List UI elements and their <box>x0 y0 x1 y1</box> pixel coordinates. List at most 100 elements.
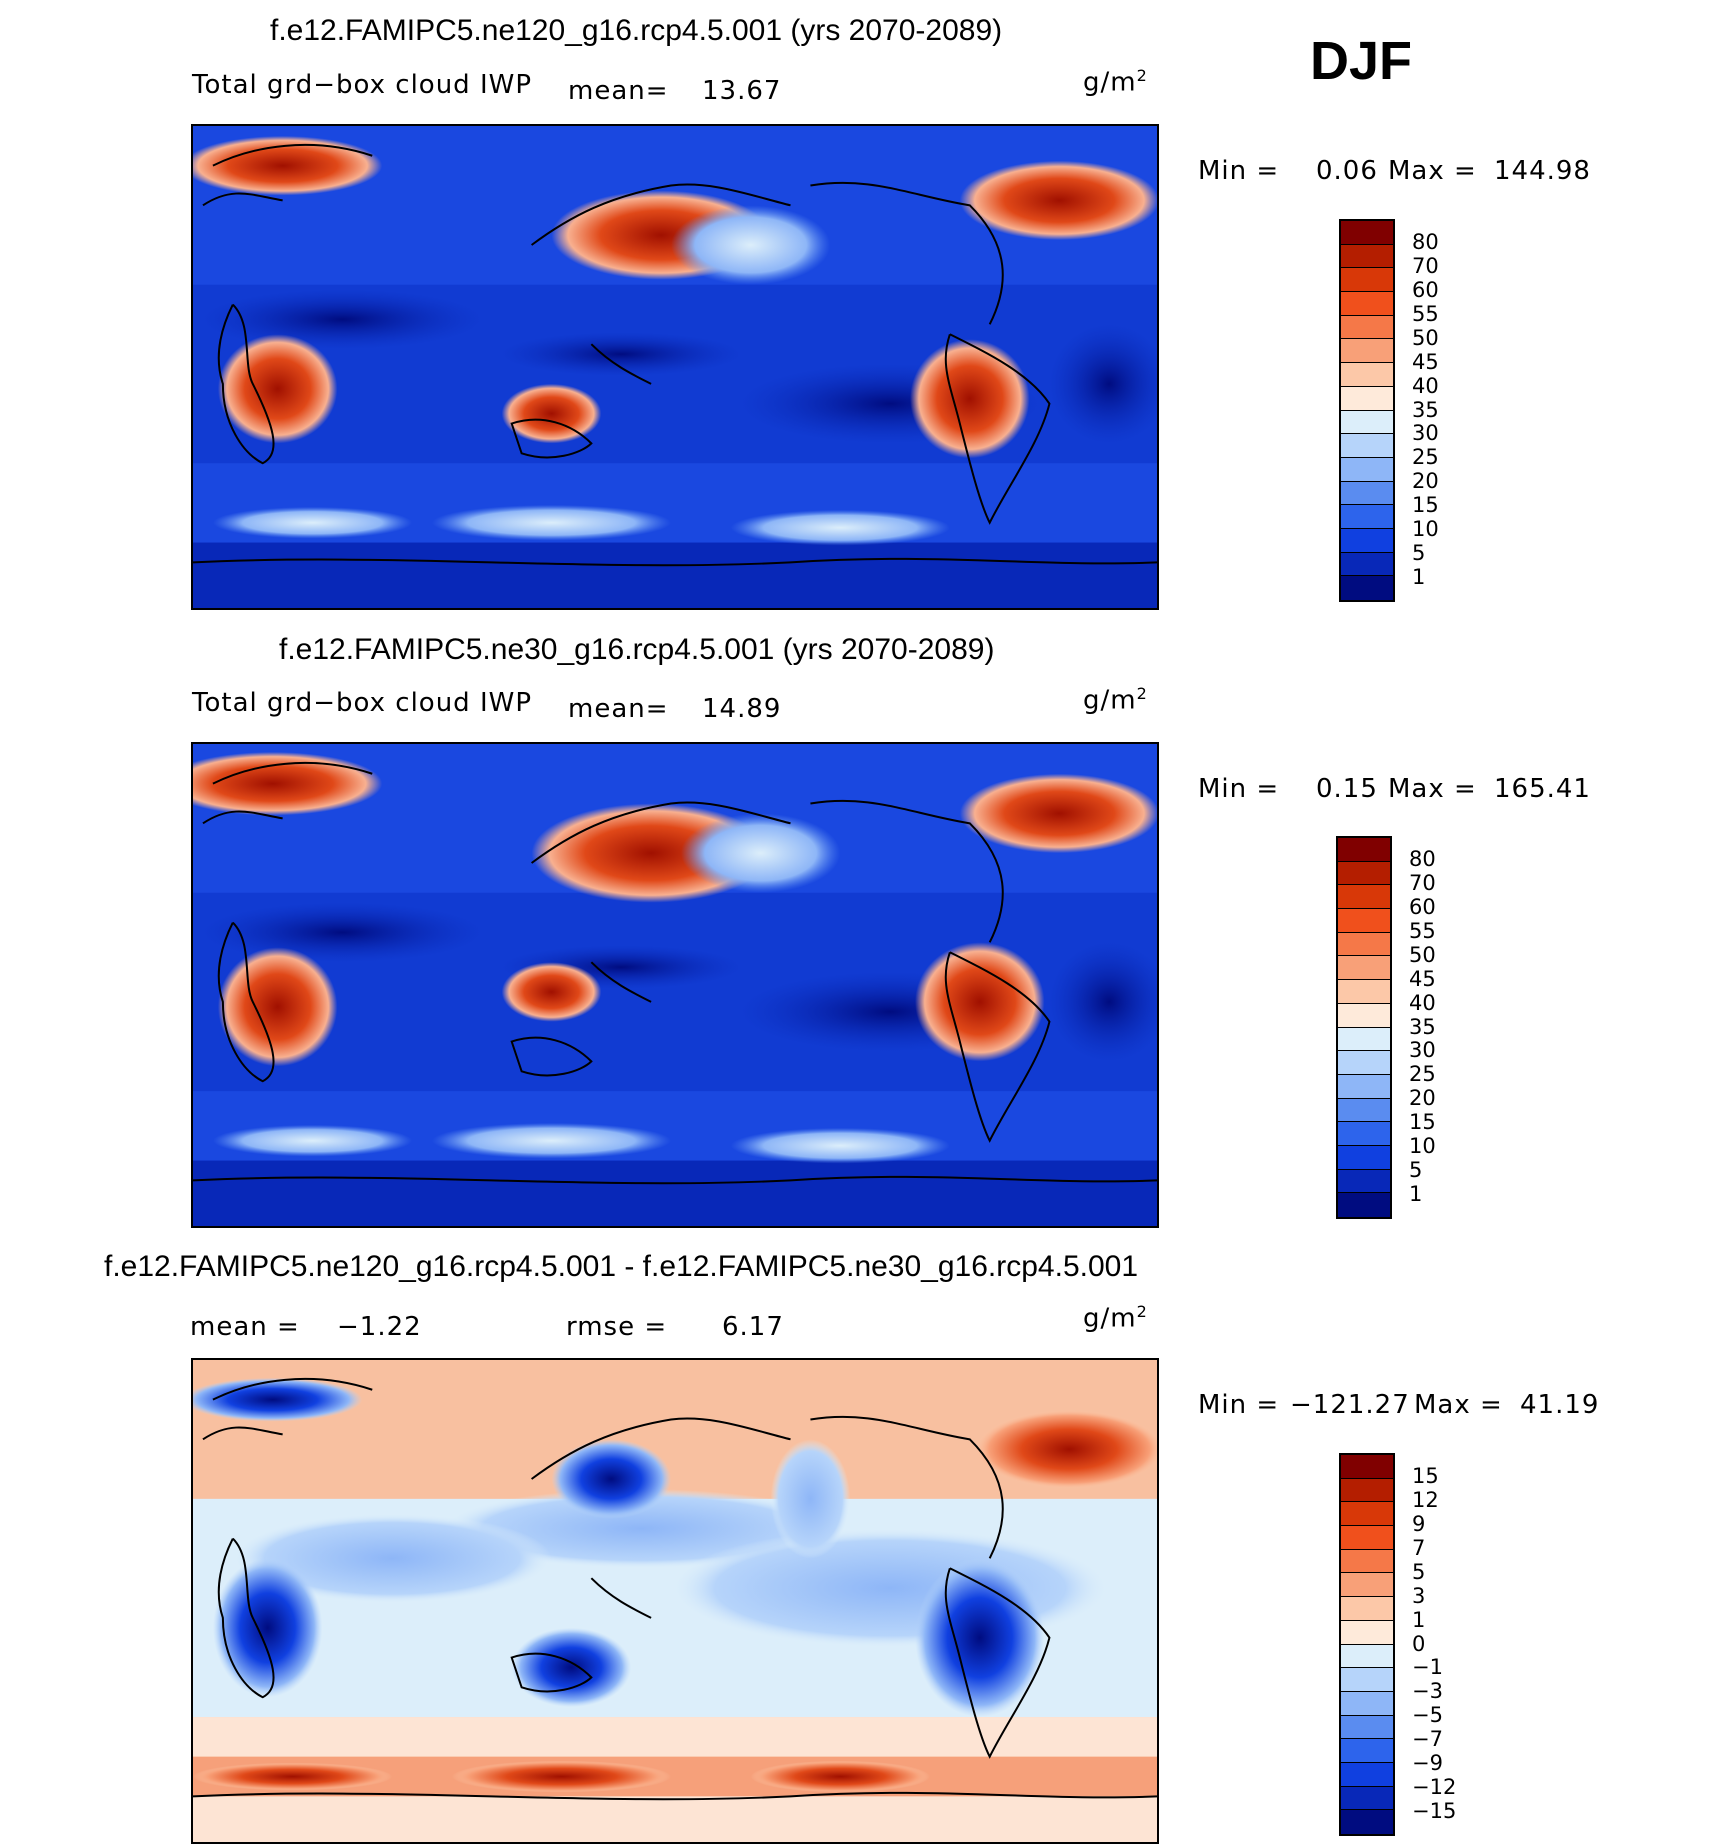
panel-1-unit: g/m2 <box>1083 66 1148 98</box>
panel-2-min-label: Min = <box>1198 774 1280 804</box>
colorbar-swatch <box>1341 1786 1393 1811</box>
colorbar-swatch <box>1341 339 1393 364</box>
colorbar-tick-label: 15 <box>1409 1110 1436 1135</box>
panel-2-min-value: 0.15 <box>1316 774 1378 804</box>
colorbar-swatch <box>1341 268 1393 293</box>
colorbar-tick-label: −9 <box>1412 1751 1443 1776</box>
colorbar-tick-label: 35 <box>1409 1014 1436 1039</box>
panel-1-mean-label: mean= <box>568 76 669 106</box>
colorbar-swatch <box>1341 363 1393 387</box>
colorbar-tick-label: 1 <box>1412 565 1426 590</box>
colorbar-tick-label: 50 <box>1412 325 1439 350</box>
colorbar-swatch <box>1338 1051 1390 1075</box>
panel-1-colorbar <box>1339 219 1395 602</box>
panel-3-mean-value: −1.22 <box>337 1312 422 1342</box>
colorbar-tick-label: 70 <box>1409 870 1436 895</box>
colorbar-tick-label: 55 <box>1412 301 1439 326</box>
colorbar-tick-label: 15 <box>1412 1463 1439 1488</box>
season-label: DJF <box>1310 31 1413 91</box>
panel-3-max-label: Max = <box>1414 1390 1503 1420</box>
colorbar-swatch <box>1338 861 1390 886</box>
panel-2-colorbar <box>1336 836 1392 1219</box>
colorbar-swatch <box>1338 1098 1390 1123</box>
colorbar-tick-label: 15 <box>1412 493 1439 518</box>
colorbar-tick-label: −12 <box>1412 1775 1457 1800</box>
colorbar-tick-label: 1 <box>1412 1607 1426 1632</box>
colorbar-swatch <box>1341 292 1393 316</box>
colorbar-tick-label: 25 <box>1409 1062 1436 1087</box>
colorbar-tick-label: 80 <box>1409 846 1436 871</box>
panel-3-mean-label: mean = <box>190 1312 300 1342</box>
colorbar-tick-label: 30 <box>1412 421 1439 446</box>
colorbar-tick-label: 30 <box>1409 1038 1436 1063</box>
colorbar-swatch <box>1341 1455 1393 1479</box>
colorbar-tick-label: −1 <box>1412 1655 1443 1680</box>
panel-1-map <box>191 124 1159 610</box>
panel-2-mean-value: 14.89 <box>702 694 782 724</box>
panel-1-variable: Total grd−box cloud IWP <box>192 70 533 100</box>
colorbar-tick-label: 35 <box>1412 397 1439 422</box>
colorbar-tick-label: 9 <box>1412 1511 1426 1536</box>
colorbar-swatch <box>1338 1122 1390 1146</box>
colorbar-tick-label: 10 <box>1409 1134 1436 1159</box>
colorbar-tick-label: 50 <box>1409 942 1436 967</box>
panel-3-title: f.e12.FAMIPC5.ne120_g16.rcp4.5.001 - f.e… <box>104 1250 1139 1283</box>
panel-1-mean-value: 13.67 <box>702 76 782 106</box>
panel-2-max-label: Max = <box>1388 774 1477 804</box>
colorbar-tick-label: 12 <box>1412 1487 1439 1512</box>
colorbar-swatch <box>1341 1478 1393 1503</box>
colorbar-swatch <box>1341 1644 1393 1669</box>
colorbar-swatch <box>1341 1620 1393 1645</box>
panel-2-map <box>191 742 1159 1228</box>
colorbar-tick-label: 7 <box>1412 1535 1426 1560</box>
panel-3-map <box>191 1358 1159 1844</box>
panel-1-max-value: 144.98 <box>1494 156 1591 186</box>
colorbar-swatch <box>1341 434 1393 458</box>
colorbar-tick-label: 45 <box>1409 966 1436 991</box>
colorbar-tick-label: 40 <box>1412 373 1439 398</box>
colorbar-swatch <box>1338 838 1390 862</box>
colorbar-swatch <box>1341 1502 1393 1527</box>
colorbar-tick-label: 60 <box>1412 277 1439 302</box>
colorbar-tick-label: 5 <box>1412 1559 1426 1584</box>
colorbar-swatch <box>1341 1715 1393 1740</box>
colorbar-swatch <box>1341 552 1393 577</box>
panel-1-min-value: 0.06 <box>1316 156 1378 186</box>
colorbar-tick-label: 20 <box>1409 1086 1436 1111</box>
colorbar-tick-label: 3 <box>1412 1583 1426 1608</box>
colorbar-swatch <box>1338 1193 1390 1217</box>
panel-3-max-value: 41.19 <box>1520 1390 1600 1420</box>
colorbar-swatch <box>1341 1691 1393 1716</box>
panel-2-unit: g/m2 <box>1083 684 1148 716</box>
colorbar-tick-label: −7 <box>1412 1727 1443 1752</box>
colorbar-tick-label: 0 <box>1412 1631 1426 1656</box>
colorbar-swatch <box>1341 1573 1393 1598</box>
colorbar-swatch <box>1341 1526 1393 1550</box>
colorbar-swatch <box>1338 1169 1390 1194</box>
colorbar-tick-label: −5 <box>1412 1703 1443 1728</box>
panel-3-rmse-label: rmse = <box>566 1312 668 1342</box>
colorbar-swatch <box>1338 1003 1390 1028</box>
colorbar-swatch <box>1341 1668 1393 1692</box>
colorbar-tick-label: 20 <box>1412 469 1439 494</box>
panel-2-max-value: 165.41 <box>1494 774 1591 804</box>
colorbar-swatch <box>1338 956 1390 981</box>
colorbar-swatch <box>1341 505 1393 529</box>
colorbar-tick-label: −3 <box>1412 1679 1443 1704</box>
colorbar-swatch <box>1341 315 1393 340</box>
colorbar-swatch <box>1341 1549 1393 1574</box>
colorbar-swatch <box>1341 528 1393 553</box>
colorbar-tick-label: 5 <box>1409 1158 1423 1183</box>
colorbar-tick-label: 45 <box>1412 349 1439 374</box>
colorbar-swatch <box>1338 1074 1390 1099</box>
colorbar-swatch <box>1341 410 1393 435</box>
colorbar-tick-label: 60 <box>1409 894 1436 919</box>
colorbar-swatch <box>1338 1027 1390 1052</box>
colorbar-swatch <box>1341 244 1393 269</box>
panel-2-mean-label: mean= <box>568 694 669 724</box>
colorbar-swatch <box>1341 221 1393 245</box>
colorbar-tick-label: 80 <box>1412 229 1439 254</box>
colorbar-tick-label: 10 <box>1412 517 1439 542</box>
colorbar-tick-label: 55 <box>1409 918 1436 943</box>
colorbar-swatch <box>1338 885 1390 910</box>
